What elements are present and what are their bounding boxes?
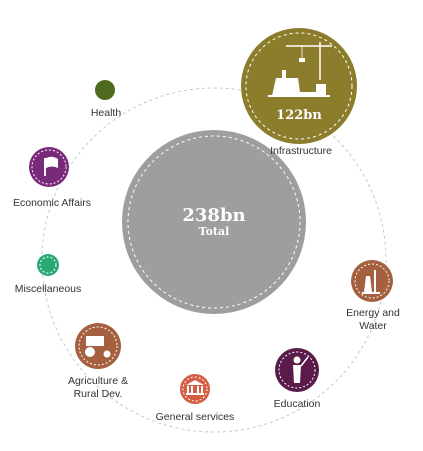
general-services-node[interactable] <box>180 374 210 404</box>
total-label: Total <box>199 225 230 238</box>
economic-affairs-label: Economic Affairs <box>12 197 91 209</box>
infrastructure-label: Infrastructure <box>270 145 332 157</box>
power-plant-icon <box>362 270 380 294</box>
teacher-icon <box>293 356 309 383</box>
infrastructure-node[interactable]: 122bn <box>241 28 357 144</box>
total-value: 238bn <box>182 205 245 226</box>
miscellaneous-node[interactable] <box>37 254 59 276</box>
crane-building-icon <box>268 42 332 97</box>
miscellaneous-label: Miscellaneous <box>14 283 82 295</box>
agriculture-node[interactable] <box>75 323 121 369</box>
economic-affairs-node[interactable] <box>29 147 69 187</box>
total-node: 238bn Total <box>122 130 306 314</box>
health-node[interactable] <box>95 80 115 100</box>
energy-water-node[interactable] <box>351 260 393 302</box>
education-node[interactable] <box>275 348 319 392</box>
general-services-label: General services <box>155 411 235 423</box>
health-label: Health <box>90 107 122 119</box>
flag-icon <box>44 156 58 176</box>
infrastructure-value: 122bn <box>276 108 322 123</box>
agriculture-label: Agriculture & Rural Dev. <box>67 375 129 400</box>
tractor-icon <box>85 336 111 358</box>
energy-water-label: Energy and Water <box>346 307 400 332</box>
government-building-icon <box>186 380 204 395</box>
education-label: Education <box>273 398 321 410</box>
